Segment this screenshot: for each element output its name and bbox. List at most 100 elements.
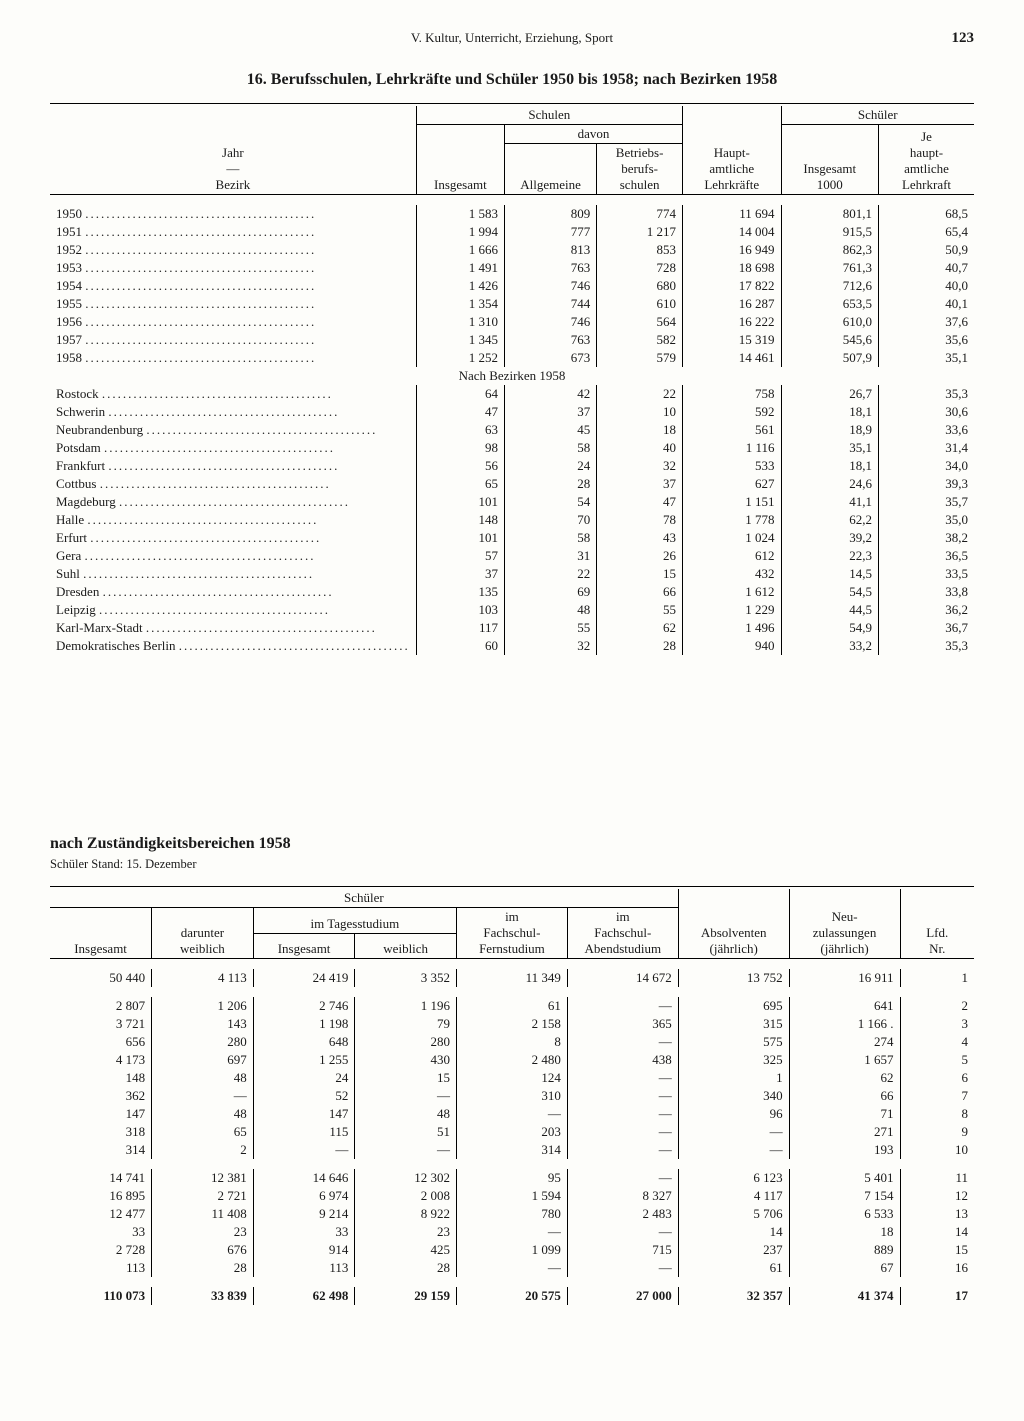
cell: 64 (416, 385, 504, 403)
t2-h-darunter: darunter weiblich (152, 908, 254, 959)
row-label: 1951 (50, 223, 416, 241)
cell: — (567, 1223, 678, 1241)
cell: 362 (50, 1087, 152, 1105)
cell: 22,3 (781, 547, 878, 565)
cell: 44,5 (781, 601, 878, 619)
cell: 310 (457, 1087, 568, 1105)
cell: 23 (152, 1223, 254, 1241)
cell: 1 255 (253, 1051, 355, 1069)
cell: 673 (505, 349, 597, 367)
cell: 1 252 (416, 349, 504, 367)
cell: 761,3 (781, 259, 878, 277)
cell: 2 008 (355, 1187, 457, 1205)
cell: 39,2 (781, 529, 878, 547)
table-row: 2 8071 2062 7461 19661—6956412 (50, 997, 974, 1015)
cell: 4 117 (678, 1187, 789, 1205)
cell: 33,5 (879, 565, 974, 583)
cell: 71 (789, 1105, 900, 1123)
t2-h-fern: im Fachschul- Fernstudium (457, 908, 568, 959)
cell: 32 357 (678, 1287, 789, 1305)
cell: 54 (505, 493, 597, 511)
cell: — (567, 1033, 678, 1051)
cell: 33,6 (879, 421, 974, 439)
cell: 41 374 (789, 1287, 900, 1305)
table-row: 6562806482808—5752744 (50, 1033, 974, 1051)
cell: 1 994 (416, 223, 504, 241)
cell: 66 (789, 1087, 900, 1105)
cell: 148 (416, 511, 504, 529)
cell: — (355, 1141, 457, 1159)
cell: — (678, 1123, 789, 1141)
table-row: Cottbus 65283762724,639,3 (50, 475, 974, 493)
cell: 43 (597, 529, 683, 547)
cell: 28 (505, 475, 597, 493)
cell: 4 173 (50, 1051, 152, 1069)
cell: 7 154 (789, 1187, 900, 1205)
running-head: V. Kultur, Unterricht, Erziehung, Sport … (50, 30, 974, 47)
cell: 610 (597, 295, 683, 313)
cell: 35,7 (879, 493, 974, 511)
row-label: 1952 (50, 241, 416, 259)
cell: 18 (597, 421, 683, 439)
cell: 16 911 (789, 969, 900, 987)
row-label: Halle (50, 511, 416, 529)
row-label: Dresden (50, 583, 416, 601)
cell: 430 (355, 1051, 457, 1069)
cell: 33,8 (879, 583, 974, 601)
row-label: Suhl (50, 565, 416, 583)
cell: 746 (505, 313, 597, 331)
cell: 17 822 (682, 277, 781, 295)
row-label: 1954 (50, 277, 416, 295)
table1: Jahr — Bezirk Schulen Haupt- amtliche Le… (50, 103, 974, 655)
t2-h-abend: im Fachschul- Abendstudium (567, 908, 678, 959)
cell: 113 (50, 1259, 152, 1277)
cell: 117 (416, 619, 504, 637)
t2-h-tins: Insgesamt (253, 933, 355, 959)
cell: 95 (457, 1169, 568, 1187)
cell: 135 (416, 583, 504, 601)
cell: 11 (900, 1169, 974, 1187)
cell: 592 (682, 403, 781, 421)
cell: 60 (416, 637, 504, 655)
cell: 1 778 (682, 511, 781, 529)
cell: 147 (50, 1105, 152, 1123)
cell: 35,1 (781, 439, 878, 457)
cell: 113 (253, 1259, 355, 1277)
cell: 6 (900, 1069, 974, 1087)
cell: 20 575 (457, 1287, 568, 1305)
row-label: 1955 (50, 295, 416, 313)
row-label: 1956 (50, 313, 416, 331)
cell: 193 (789, 1141, 900, 1159)
t1-stub-dash: — (226, 161, 239, 176)
cell: 62 498 (253, 1287, 355, 1305)
t1-stub: Jahr — Bezirk (50, 106, 416, 195)
cell: 18,1 (781, 457, 878, 475)
cell: 940 (682, 637, 781, 655)
table-row: Potsdam 9858401 11635,131,4 (50, 439, 974, 457)
cell: 318 (50, 1123, 152, 1141)
row-label: 1958 (50, 349, 416, 367)
cell: 561 (682, 421, 781, 439)
cell: 809 (505, 205, 597, 223)
cell: 2 (900, 997, 974, 1015)
cell: 2 807 (50, 997, 152, 1015)
table-row: 4 1736971 2554302 4804383251 6575 (50, 1051, 974, 1069)
cell: 110 073 (50, 1287, 152, 1305)
cell: 7 (900, 1087, 974, 1105)
row-label: Schwerin (50, 403, 416, 421)
table-row: 148482415124—1626 (50, 1069, 974, 1087)
cell: 33 (50, 1223, 152, 1241)
cell: 15 (355, 1069, 457, 1087)
cell: 101 (416, 529, 504, 547)
cell: 28 (597, 637, 683, 655)
cell: 15 (597, 565, 683, 583)
cell: 3 721 (50, 1015, 152, 1033)
cell: 4 (900, 1033, 974, 1051)
cell: 50 440 (50, 969, 152, 987)
cell: 51 (355, 1123, 457, 1141)
row-label: Erfurt (50, 529, 416, 547)
cell: 432 (682, 565, 781, 583)
cell: 914 (253, 1241, 355, 1259)
cell: 16 949 (682, 241, 781, 259)
cell: 33,2 (781, 637, 878, 655)
